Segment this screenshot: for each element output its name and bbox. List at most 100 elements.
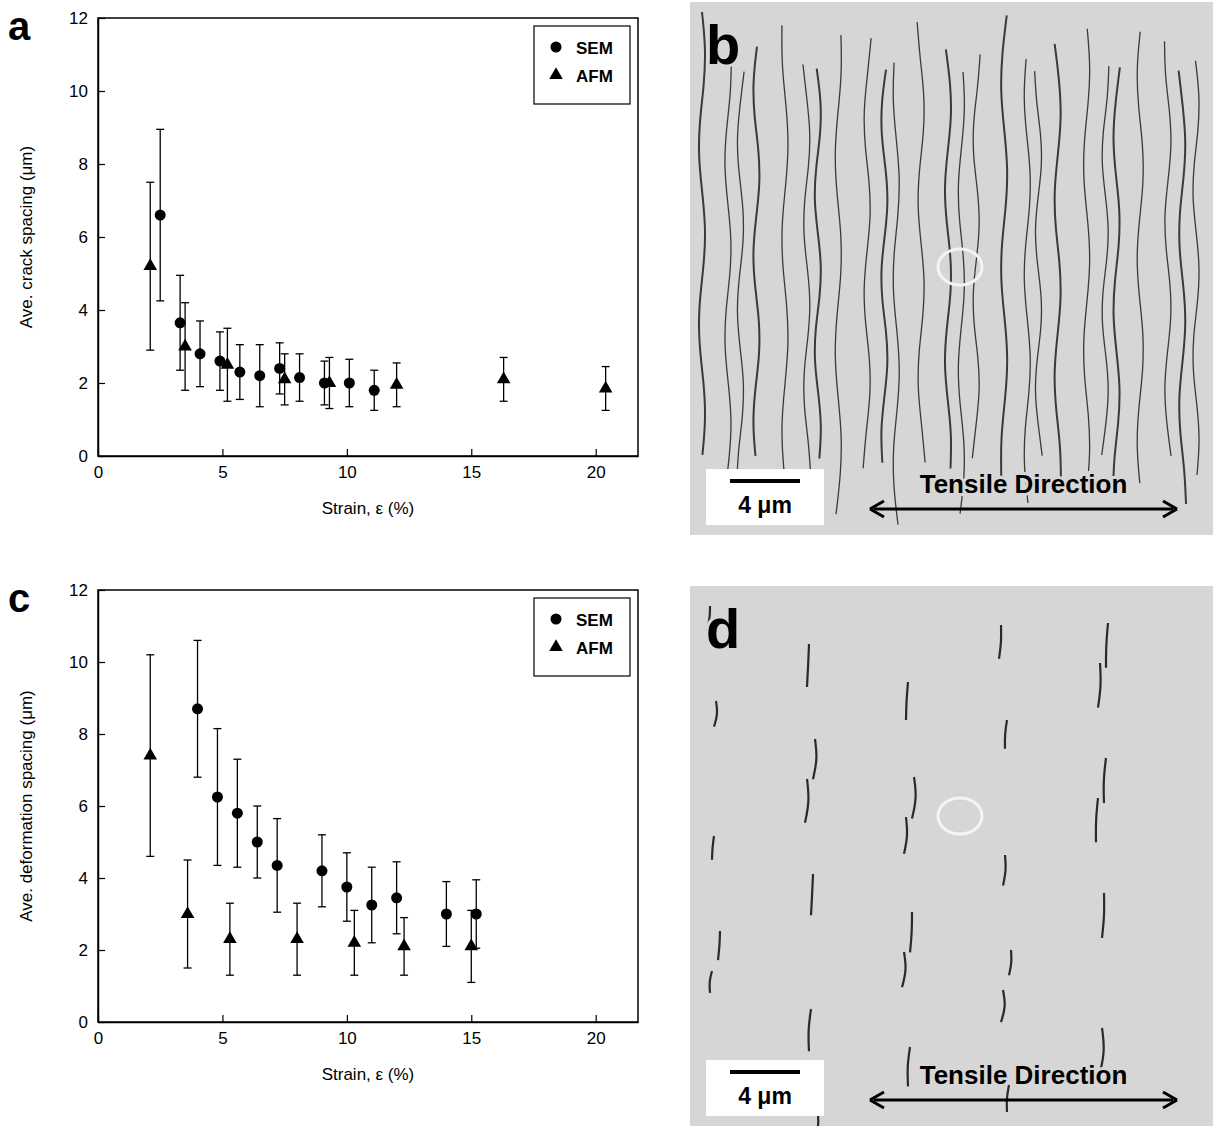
marker (221, 357, 235, 369)
legend-marker (551, 42, 562, 53)
error-bar-cap (320, 360, 328, 361)
tick: 20 (587, 1015, 606, 1048)
tick-mark (347, 1015, 348, 1022)
tick-label: 10 (338, 463, 357, 482)
error-bar-cap (318, 906, 326, 907)
marker (344, 378, 355, 389)
error-bar-cap (194, 640, 202, 641)
tick-label: 20 (587, 1029, 606, 1048)
tick-label: 15 (462, 463, 481, 482)
tick-mark (98, 456, 105, 457)
axis-line (99, 1022, 639, 1024)
crack (958, 72, 964, 514)
marker (316, 865, 327, 876)
crack (1179, 71, 1186, 505)
error-bar-cap (256, 344, 264, 345)
tick-mark (98, 590, 105, 591)
crack (835, 35, 841, 514)
panel-label: c (8, 576, 30, 620)
crack (902, 952, 906, 987)
crack (753, 47, 759, 456)
crack (1024, 59, 1030, 503)
tick: 12 (69, 581, 105, 600)
legend: SEMAFM (534, 598, 630, 676)
arrow-head (870, 1092, 1177, 1108)
error-bar-cap (400, 917, 408, 918)
scale-bar-label: 4 μm (738, 492, 792, 518)
error-bar-cap (296, 401, 304, 402)
error-bar-cap (320, 404, 328, 405)
marker (192, 703, 203, 714)
error-bar-cap (345, 406, 353, 407)
tick-label: 5 (218, 1029, 227, 1048)
scale-bar (730, 479, 800, 483)
error-bar-cap (293, 903, 301, 904)
marker (348, 935, 362, 947)
error-bar-cap (276, 342, 284, 343)
marker (232, 808, 243, 819)
marker (497, 372, 511, 384)
series (155, 129, 380, 410)
scale-bar-label: 4 μm (738, 1083, 792, 1109)
tick: 10 (338, 449, 357, 482)
crack (813, 739, 816, 779)
tick: 20 (587, 449, 606, 482)
tick-label: 12 (69, 581, 88, 600)
marker (143, 748, 157, 760)
y-axis-title: Ave. deformation spacing (μm) (17, 690, 36, 922)
crack (1102, 893, 1104, 938)
error-bar-cap (345, 359, 353, 360)
error-bar-cap (368, 942, 376, 943)
crack (805, 779, 808, 823)
marks (143, 640, 481, 982)
arrow-shaft (874, 1099, 1173, 1102)
error-bar-cap (194, 777, 202, 778)
x-axis-title: Strain, ε (%) (322, 1065, 415, 1084)
error-bar-cap (176, 370, 184, 371)
crack (712, 836, 714, 860)
crack (710, 971, 712, 993)
crack (725, 57, 731, 494)
error-bar-cap (146, 654, 154, 655)
error-bar-cap (256, 406, 264, 407)
tick-mark (98, 237, 105, 238)
error-bar-cap (156, 129, 164, 130)
crack (1005, 720, 1007, 749)
error-bar-cap (472, 879, 480, 880)
error-bar-cap (293, 975, 301, 976)
marker (175, 317, 186, 328)
error-bar-cap (213, 865, 221, 866)
marker (278, 372, 292, 384)
crack (1084, 29, 1090, 493)
x-axis-title: Strain, ε (%) (322, 499, 415, 518)
marker (599, 381, 613, 393)
cracks (708, 606, 1108, 1126)
tick-label: 2 (79, 374, 88, 393)
x-axis: 05101520 (94, 449, 639, 482)
tick-mark (98, 806, 105, 807)
tick: 8 (79, 155, 105, 174)
marker (290, 931, 304, 943)
marker (391, 892, 402, 903)
tick: 8 (79, 725, 105, 744)
crack (1009, 950, 1011, 975)
tick-label: 6 (79, 228, 88, 247)
micrograph (690, 2, 1213, 535)
tick: 10 (338, 1015, 357, 1048)
particle (938, 249, 982, 285)
error-bar-cap (350, 975, 358, 976)
x-axis: 05101520 (94, 1015, 639, 1048)
error-bar-cap (216, 331, 224, 332)
error-bar-cap (276, 393, 284, 394)
error-bar-cap (442, 946, 450, 947)
arrow-head (870, 501, 1177, 517)
particle (938, 798, 982, 834)
marks (143, 129, 612, 410)
error-bar-cap (273, 912, 281, 913)
panel-label: b (706, 13, 740, 76)
legend-label: AFM (576, 639, 613, 658)
tick-mark (98, 310, 105, 311)
crack (803, 65, 811, 476)
crack (1102, 66, 1109, 455)
marker (366, 900, 377, 911)
